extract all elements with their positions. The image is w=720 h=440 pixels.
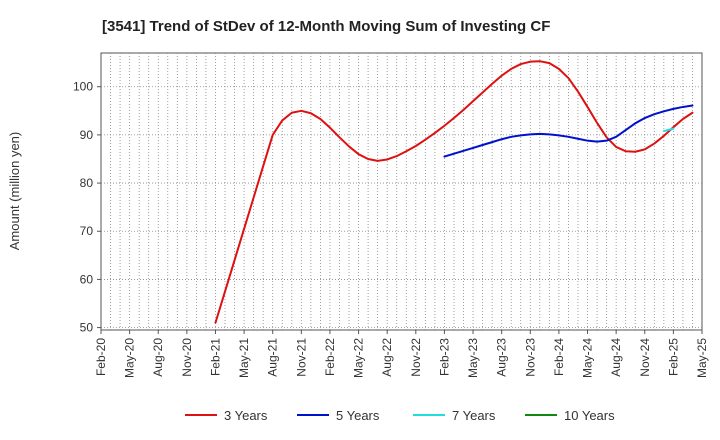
x-tick-label: Feb-23 <box>437 338 451 376</box>
y-tick-label: 50 <box>80 321 94 335</box>
x-tick-label: Aug-24 <box>609 338 623 377</box>
x-tick-label: Aug-23 <box>495 338 509 377</box>
y-tick-label: 100 <box>73 80 93 94</box>
y-axis: 50 60 70 80 90 100 <box>73 80 101 335</box>
x-tick-label: Feb-24 <box>552 338 566 376</box>
y-tick-label: 70 <box>80 224 94 238</box>
series-line-3-years <box>214 60 694 324</box>
x-tick-label: Nov-20 <box>180 338 194 377</box>
x-tick-label: Feb-22 <box>323 338 337 376</box>
grid <box>101 53 702 330</box>
chart-title: [3541] Trend of StDev of 12-Month Moving… <box>102 18 550 35</box>
legend-label-3-years: 3 Years <box>224 408 268 423</box>
y-axis-label: Amount (million yen) <box>7 132 22 251</box>
x-tick-label: Nov-23 <box>523 338 537 377</box>
x-tick-label: May-23 <box>466 338 480 378</box>
x-tick-label: Nov-21 <box>294 338 308 377</box>
legend-label-7-years: 7 Years <box>452 408 496 423</box>
x-tick-label: Feb-20 <box>94 338 108 376</box>
x-tick-label: May-20 <box>123 338 137 378</box>
series-line-7-years <box>662 127 675 133</box>
x-tick-label: Aug-20 <box>151 338 165 377</box>
x-tick-label: Aug-21 <box>266 338 280 377</box>
x-tick-label: Nov-24 <box>638 338 652 377</box>
x-tick-label: Nov-22 <box>409 338 423 377</box>
x-tick-label: Feb-21 <box>208 338 222 376</box>
y-tick-label: 80 <box>80 176 94 190</box>
y-tick-label: 90 <box>80 128 94 142</box>
x-tick-label: May-24 <box>581 338 595 378</box>
x-tick-label: May-25 <box>695 338 709 378</box>
x-tick-label: May-22 <box>352 338 366 378</box>
plot-area <box>100 52 703 331</box>
legend-label-10-years: 10 Years <box>564 408 615 423</box>
legend: 3 Years 5 Years 7 Years 10 Years <box>185 408 615 423</box>
x-tick-label: Feb-25 <box>666 338 680 376</box>
series-layer <box>214 60 694 324</box>
x-axis: Feb-20 May-20 Aug-20 Nov-20 Feb-21 May-21 Aug-… <box>94 330 709 378</box>
x-tick-label: May-21 <box>237 338 251 378</box>
y-tick-label: 60 <box>80 272 94 286</box>
series-line-5-years <box>443 104 694 158</box>
legend-label-5-years: 5 Years <box>336 408 380 423</box>
x-tick-label: Aug-22 <box>380 338 394 377</box>
